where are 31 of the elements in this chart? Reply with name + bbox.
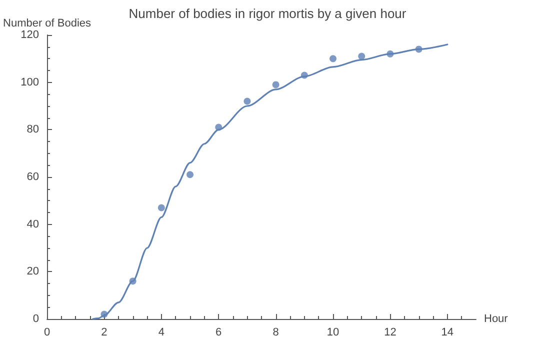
x-axis-title: Hour — [484, 313, 508, 325]
y-tick-label: 20 — [26, 266, 40, 278]
y-tick-label: 40 — [26, 218, 40, 230]
x-tick-label: 8 — [272, 326, 279, 338]
x-tick-label: 4 — [158, 326, 164, 338]
point — [129, 278, 136, 285]
point — [215, 124, 222, 131]
point — [386, 50, 394, 58]
x-tick-label: 2 — [101, 326, 108, 338]
point — [272, 81, 280, 88]
point — [330, 55, 337, 62]
y-tick-label: 80 — [26, 124, 40, 136]
point — [186, 171, 194, 178]
point — [100, 310, 108, 318]
y-tick-label: 120 — [20, 29, 40, 41]
point — [244, 98, 251, 105]
point — [358, 52, 366, 60]
y-tick-label: 0 — [32, 313, 40, 325]
line-series — [92, 44, 448, 320]
point — [415, 46, 422, 53]
point — [158, 204, 165, 212]
x-tick-label: 6 — [216, 326, 222, 338]
y-tick-label: 60 — [26, 171, 40, 183]
x-tick-label: 10 — [326, 326, 340, 338]
point — [300, 72, 308, 79]
x-tick-label: 14 — [441, 326, 454, 338]
chart-title: Number of bodies in rigor mortis by a given hour — [128, 6, 407, 21]
x-tick-label: 12 — [384, 326, 396, 338]
x-tick-label: 0 — [44, 326, 50, 338]
y-axis-title: Number of Bodies — [3, 18, 92, 30]
y-tick-label: 100 — [20, 76, 40, 88]
